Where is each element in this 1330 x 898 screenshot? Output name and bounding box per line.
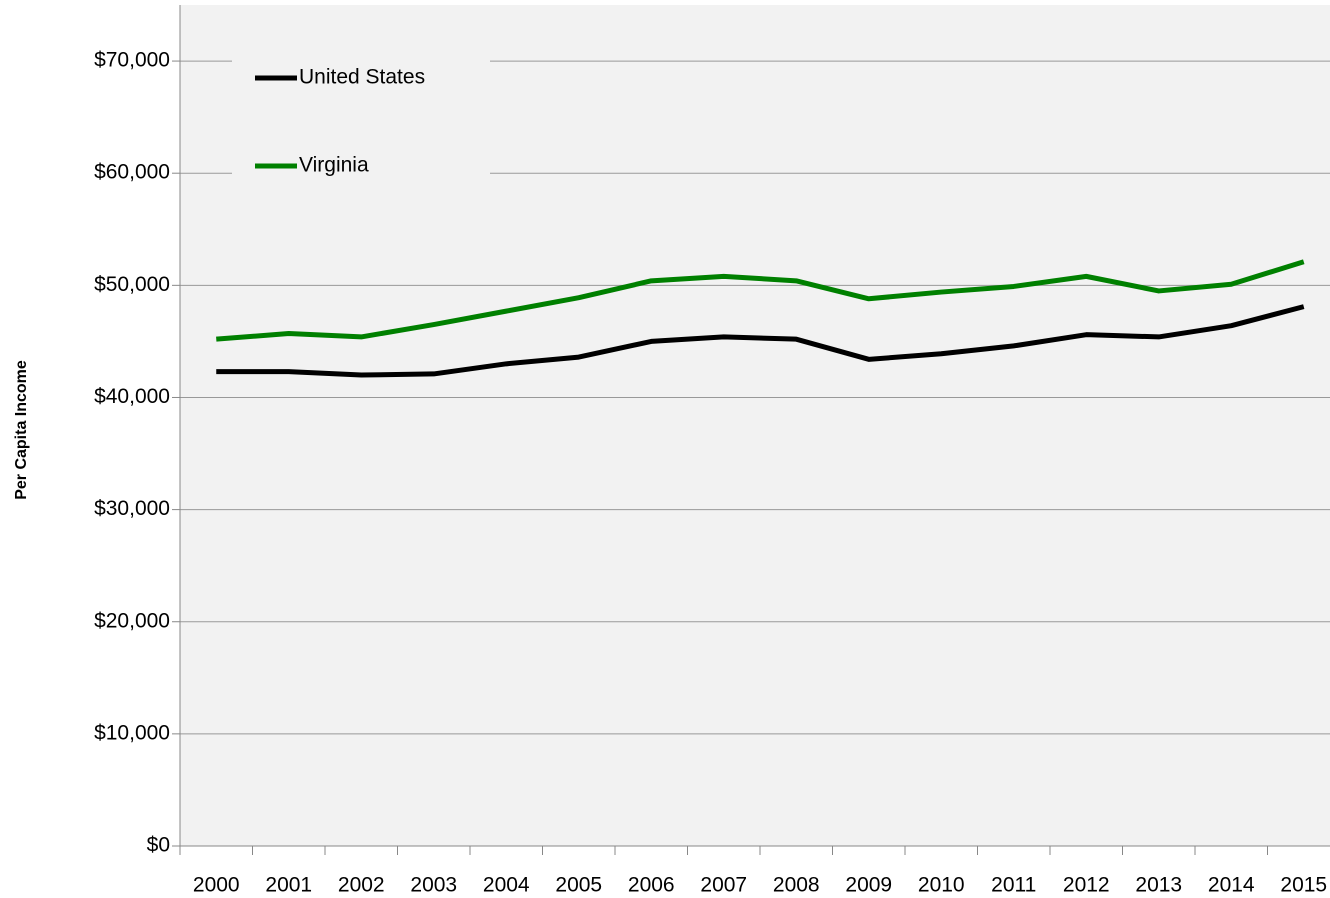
y-tick-label: $10,000 xyxy=(94,721,170,744)
y-tick-label: $70,000 xyxy=(94,49,170,72)
y-tick-label: $50,000 xyxy=(94,273,170,296)
y-tick-label: $30,000 xyxy=(94,497,170,520)
x-tick-label: 2012 xyxy=(1063,874,1110,897)
x-tick-label: 2015 xyxy=(1280,874,1327,897)
y-tick-label: $0 xyxy=(147,834,170,857)
x-tick-label: 2010 xyxy=(918,874,965,897)
y-tick-label: $60,000 xyxy=(94,161,170,184)
x-tick-label: 2013 xyxy=(1135,874,1182,897)
x-tick-label: 2003 xyxy=(410,874,457,897)
x-tick-label: 2011 xyxy=(991,874,1036,897)
x-tick-label: 2002 xyxy=(338,874,385,897)
legend: United States Virginia xyxy=(232,40,490,200)
x-tick-label: 2006 xyxy=(628,874,675,897)
legend-box xyxy=(232,40,490,200)
x-tick-label: 2004 xyxy=(483,874,530,897)
x-tick-label: 2000 xyxy=(193,874,240,897)
x-tick-label: 2005 xyxy=(555,874,602,897)
series-line xyxy=(216,304,1305,378)
legend-label: Virginia xyxy=(299,154,369,177)
x-tick-label: 2009 xyxy=(845,874,892,897)
legend-label: United States xyxy=(299,66,425,89)
y-axis-label: Per Capita Income xyxy=(13,360,30,500)
x-tick-label: 2014 xyxy=(1208,874,1255,897)
x-tick-label: 2008 xyxy=(773,874,820,897)
y-tick-label: $40,000 xyxy=(94,385,170,408)
y-tick-label: $20,000 xyxy=(94,609,170,632)
x-tick-label: 2001 xyxy=(265,874,312,897)
x-tick-label: 2007 xyxy=(700,874,747,897)
series-line xyxy=(216,259,1305,342)
